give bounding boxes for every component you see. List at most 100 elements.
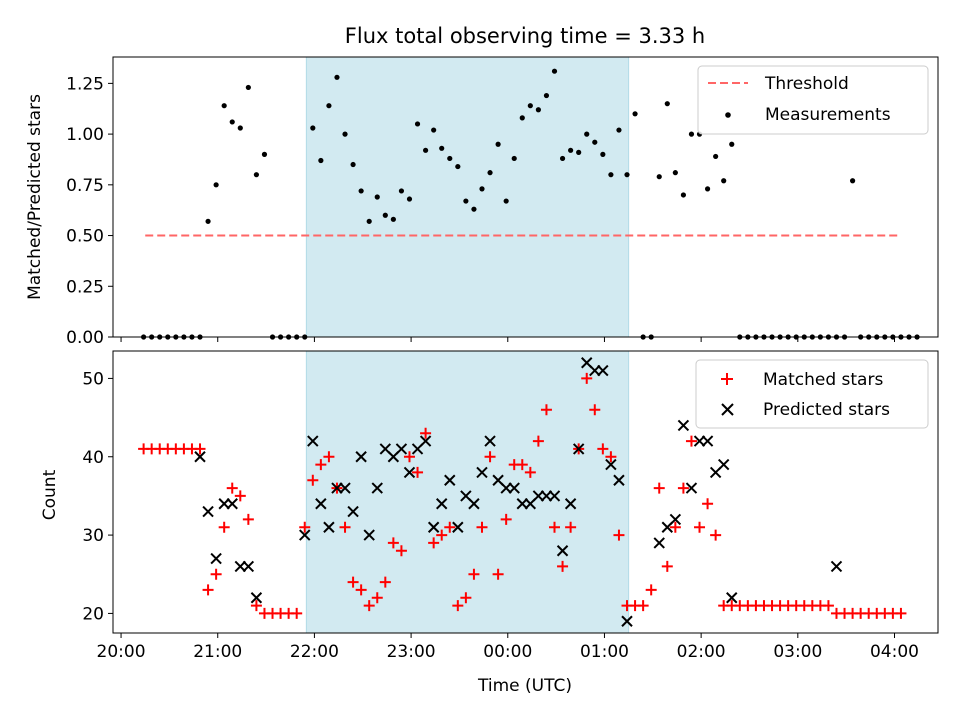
measurement-point xyxy=(326,103,332,109)
matched-star-marker xyxy=(516,459,528,471)
measurement-point xyxy=(656,174,662,180)
predicted-star-marker xyxy=(685,482,698,494)
matched-star-marker xyxy=(685,435,697,447)
chart-title: Flux total observing time = 3.33 h xyxy=(345,24,705,48)
matched-star-marker xyxy=(395,545,407,557)
predicted-star-marker xyxy=(613,474,625,486)
measurement-point xyxy=(342,131,348,137)
predicted-star-marker xyxy=(307,435,319,447)
x-tick-label: 01:00 xyxy=(580,642,629,662)
matched-star-marker xyxy=(710,529,722,541)
matched-stars-points xyxy=(138,372,907,619)
predicted-star-marker xyxy=(556,545,569,557)
bottom-legend: Matched stars Predicted stars xyxy=(695,359,929,429)
predicted-star-marker xyxy=(427,521,440,533)
predicted-star-marker xyxy=(436,498,448,510)
legend-matched-label: Matched stars xyxy=(763,370,883,390)
predicted-star-marker xyxy=(830,560,843,573)
measurement-point xyxy=(688,131,695,137)
legend-measurements-label: Measurements xyxy=(765,105,891,125)
measurement-point xyxy=(704,186,711,192)
predicted-star-marker xyxy=(444,474,456,486)
measurement-point xyxy=(245,84,251,91)
matched-star-marker xyxy=(387,537,399,549)
measurement-point xyxy=(624,172,630,178)
bottom-x-axis: 20:00 21:00 22:00 23:00 00:00 01:00 02:00 03:00… xyxy=(97,633,919,662)
matched-star-marker xyxy=(613,529,625,541)
predicted-star-marker xyxy=(339,482,351,494)
matched-star-marker xyxy=(452,600,464,612)
x-tick-label: 02:00 xyxy=(677,642,726,662)
bottom-y-axis: 20 30 40 50 xyxy=(82,369,113,624)
top-legend-box xyxy=(697,65,929,135)
matched-star-marker xyxy=(242,513,254,525)
predicted-star-marker xyxy=(726,592,738,604)
matched-star-marker xyxy=(355,584,367,596)
matched-star-marker xyxy=(653,482,665,494)
measurement-point xyxy=(422,147,429,153)
matched-star-marker xyxy=(581,372,593,384)
predicted-star-marker xyxy=(701,435,714,447)
matched-star-marker xyxy=(524,466,536,478)
measurement-point xyxy=(253,172,260,178)
matched-star-marker xyxy=(540,404,552,416)
measurement-point xyxy=(729,141,735,147)
x-axis-label: Time (UTC) xyxy=(477,676,572,696)
counts-panel: 20 30 40 50 20:00 21:00 22:00 23:00 00:00 01:00 0… xyxy=(40,350,939,696)
matched-star-marker xyxy=(202,584,214,596)
predicted-star-marker xyxy=(355,451,367,463)
measurement-point xyxy=(463,198,469,204)
y-tick-label: 1.00 xyxy=(66,125,104,145)
measurement-point xyxy=(495,141,501,147)
matched-star-marker xyxy=(605,451,617,463)
predicted-star-marker xyxy=(202,505,214,518)
measurement-point xyxy=(519,115,525,121)
matched-star-marker xyxy=(379,576,391,588)
matched-star-marker xyxy=(589,404,601,416)
predicted-star-marker xyxy=(468,498,480,510)
predicted-star-marker xyxy=(548,490,561,502)
measurement-point xyxy=(366,218,372,224)
predicted-star-marker xyxy=(363,529,375,541)
y-tick-label: 1.25 xyxy=(66,74,104,94)
x-tick-label: 22:00 xyxy=(290,642,339,662)
predicted-star-marker xyxy=(347,505,359,518)
predicted-star-marker xyxy=(669,513,682,526)
measurement-point xyxy=(503,198,509,204)
bottom-plot-frame xyxy=(112,350,939,634)
predicted-star-marker xyxy=(605,458,617,471)
matched-star-marker xyxy=(250,600,262,612)
y-tick-label: 20 xyxy=(82,604,104,624)
measurement-point xyxy=(350,161,356,168)
matched-star-marker xyxy=(484,451,496,463)
measurement-point xyxy=(358,188,364,194)
observing-window-band-bottom xyxy=(305,350,630,634)
x-tick-label: 00:00 xyxy=(483,642,532,662)
predicted-star-marker xyxy=(653,537,665,549)
matched-star-marker xyxy=(645,584,657,596)
predicted-star-marker xyxy=(194,451,206,463)
top-y-axis-label: Matched/Predicted stars xyxy=(25,94,45,300)
measurement-point xyxy=(439,145,445,151)
measurement-point xyxy=(543,92,550,99)
top-y-axis: 0.00 0.25 0.50 0.75 1.00 1.25 xyxy=(66,74,113,348)
bottom-legend-box xyxy=(695,359,929,429)
y-tick-label: 30 xyxy=(82,526,104,546)
matched-star-marker xyxy=(218,521,230,533)
predicted-star-marker xyxy=(210,552,222,565)
measurement-point xyxy=(616,127,622,133)
measurement-point xyxy=(471,206,477,212)
predicted-star-marker xyxy=(250,592,263,604)
matched-star-marker xyxy=(234,490,246,502)
measurement-point xyxy=(261,151,268,157)
predicted-star-marker xyxy=(315,498,327,510)
predicted-star-marker xyxy=(597,364,609,377)
legend-measurements-swatch xyxy=(725,112,731,118)
predicted-star-marker xyxy=(323,521,335,533)
matched-star-marker xyxy=(363,600,375,612)
measurement-point xyxy=(576,149,582,155)
measurement-point xyxy=(559,155,566,162)
observing-window-rect xyxy=(305,350,630,634)
measurement-point xyxy=(374,194,380,200)
x-tick-label: 20:00 xyxy=(97,642,146,662)
